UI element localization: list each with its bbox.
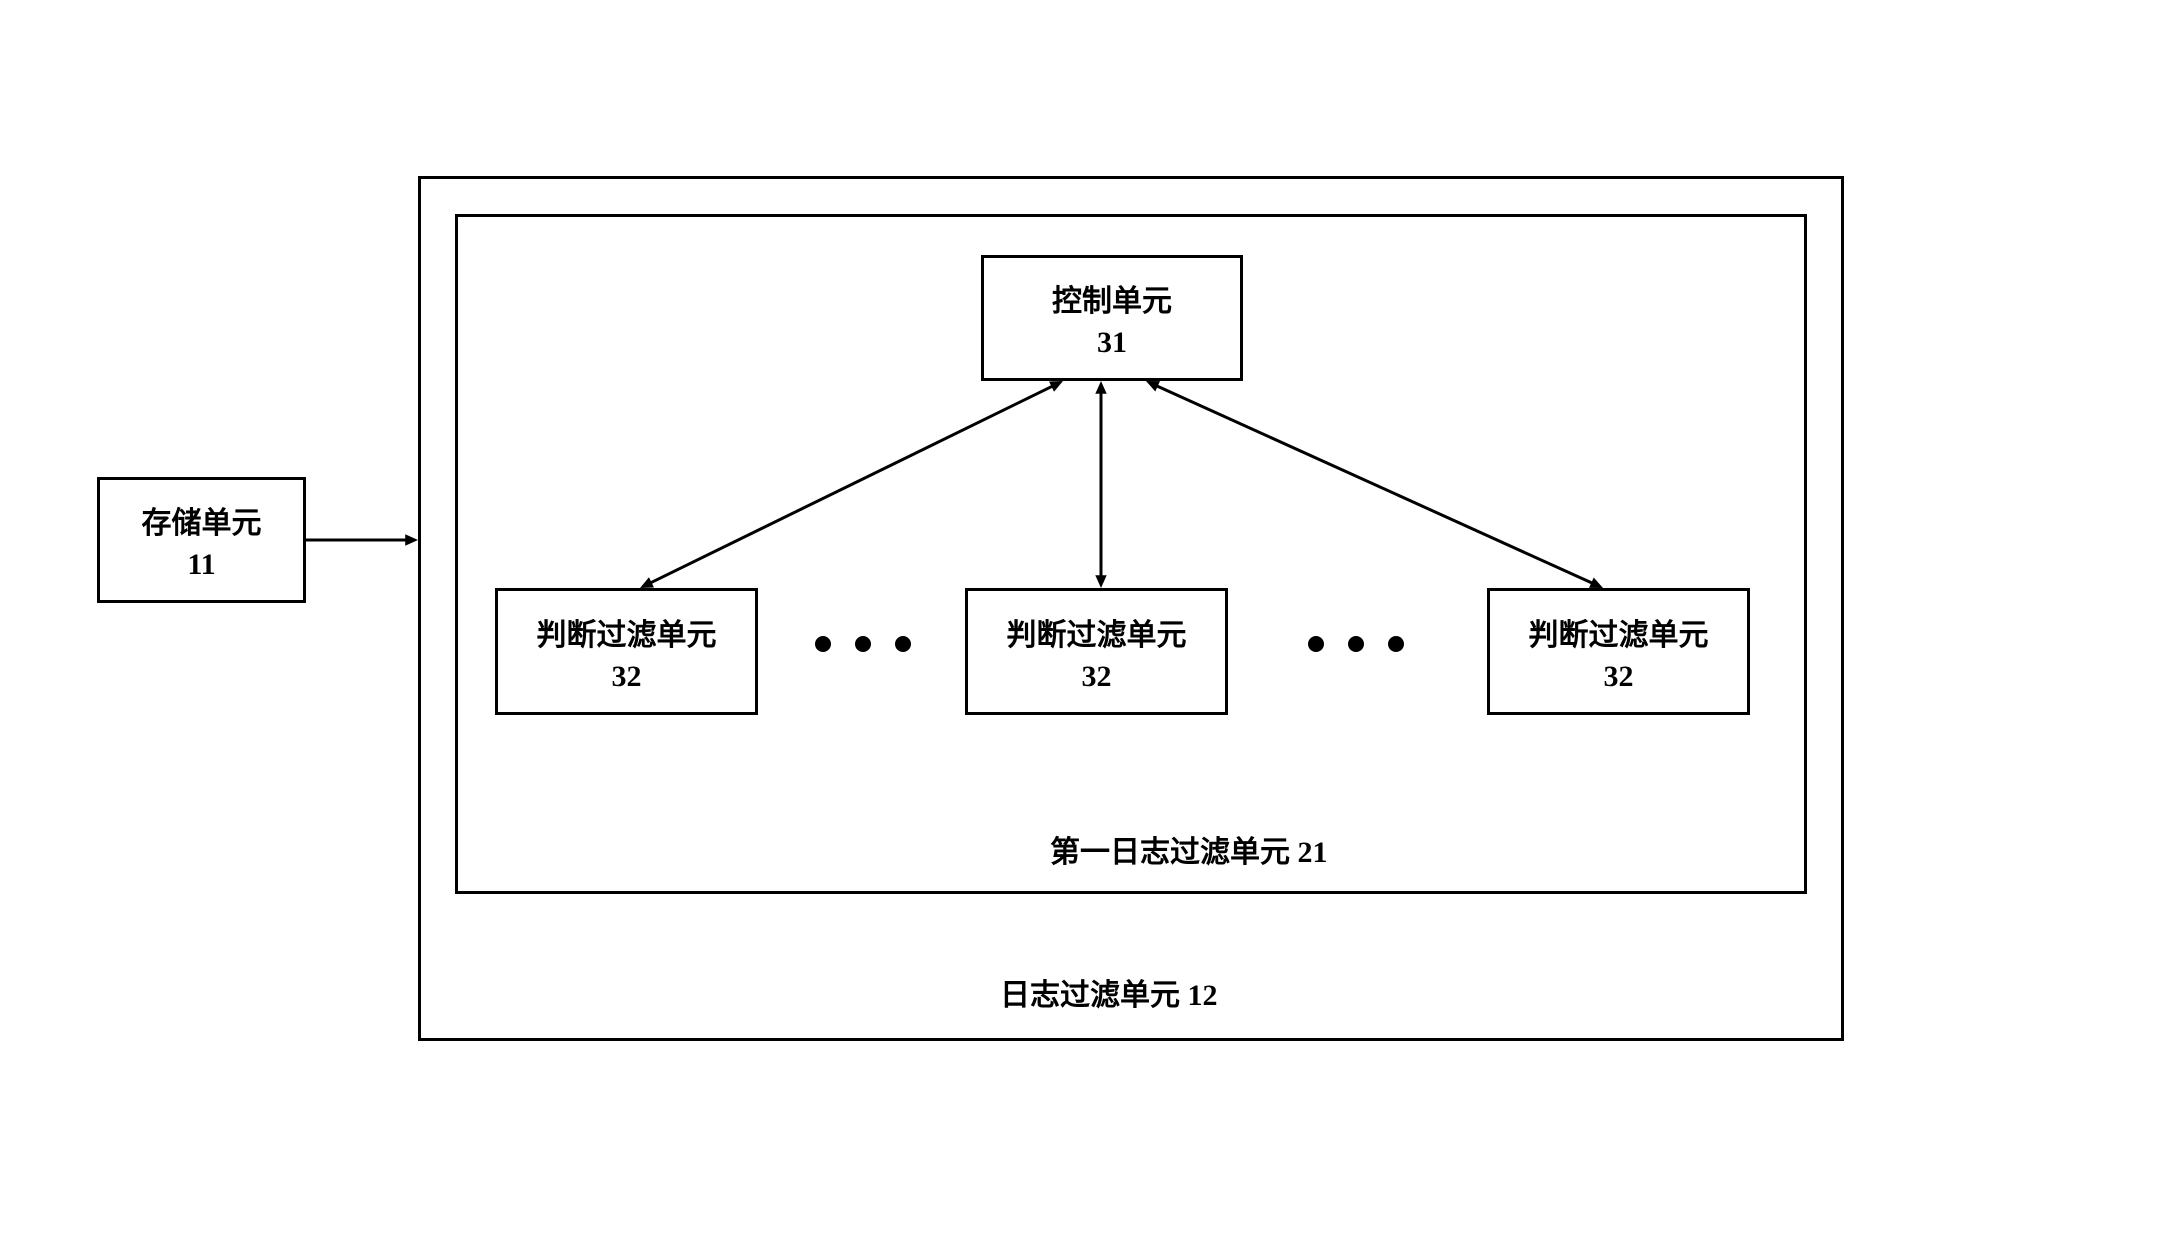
ellipsis-dot [815,636,831,652]
storage-title: 存储单元 [142,498,262,542]
log-filter-inner-label: 第一日志过滤单元 21 [1050,827,1328,871]
log-filter-outer-label: 日志过滤单元 12 [1000,970,1218,1014]
storage-unit-box: 存储单元 11 [97,477,306,603]
ellipsis-dot [1308,636,1324,652]
filter2-number: 32 [1082,660,1112,694]
ellipsis-dots-right [1308,636,1404,652]
filter3-title: 判断过滤单元 [1529,610,1709,654]
filter3-number: 32 [1604,660,1634,694]
control-number: 31 [1097,326,1127,360]
filter1-title: 判断过滤单元 [537,610,717,654]
control-unit-box: 控制单元 31 [981,255,1243,381]
ellipsis-dots-left [815,636,911,652]
storage-number: 11 [187,548,215,582]
filter-unit-1-box: 判断过滤单元 32 [495,588,758,715]
filter-unit-2-box: 判断过滤单元 32 [965,588,1228,715]
filter-unit-3-box: 判断过滤单元 32 [1487,588,1750,715]
diagram-canvas: 存储单元 11 日志过滤单元 12 第一日志过滤单元 21 控制单元 31 判断… [0,0,2172,1240]
control-title: 控制单元 [1052,276,1172,320]
ellipsis-dot [1388,636,1404,652]
ellipsis-dot [895,636,911,652]
filter2-title: 判断过滤单元 [1007,610,1187,654]
ellipsis-dot [1348,636,1364,652]
filter1-number: 32 [612,660,642,694]
ellipsis-dot [855,636,871,652]
